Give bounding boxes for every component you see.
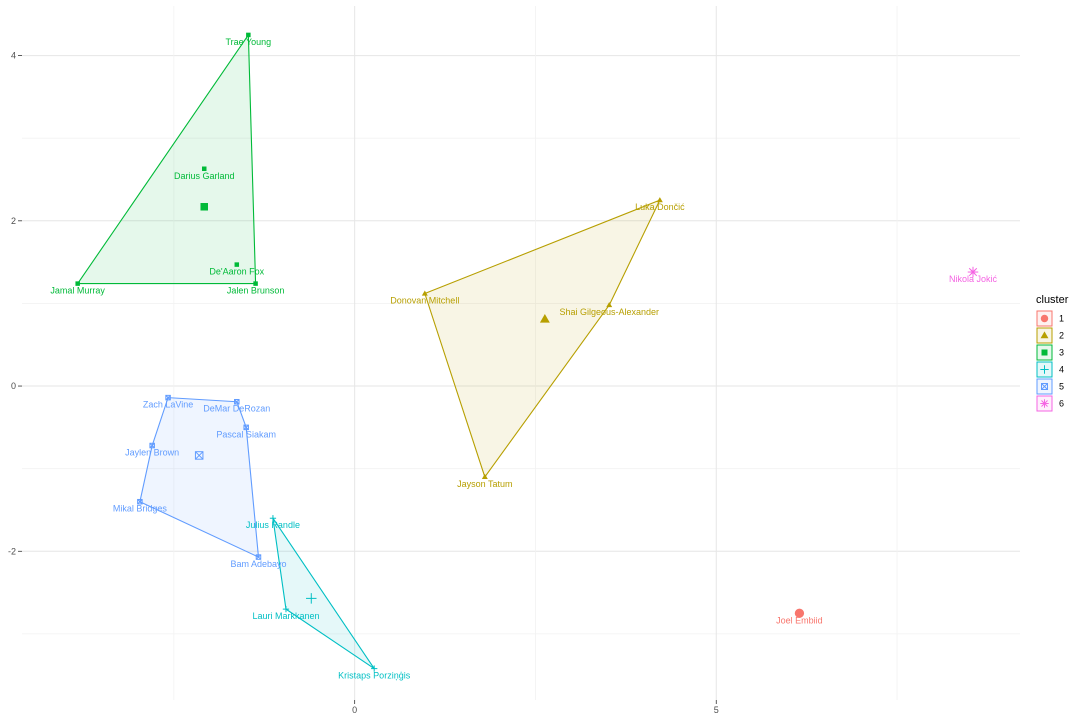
y-tick-label: 4 <box>11 51 16 61</box>
point-lauri-markkanen <box>282 605 290 613</box>
point-demar-derozan <box>234 398 240 405</box>
point-label-demar-derozan: DeMar DeRozan <box>203 404 270 414</box>
point-label-mikal-bridges: Mikal Bridges <box>113 504 168 514</box>
legend-title: cluster <box>1036 294 1069 306</box>
point-label-lauri-markkanen: Lauri Markkanen <box>252 611 319 621</box>
legend-label-1: 1 <box>1059 314 1064 324</box>
point-mikal-bridges <box>137 498 143 505</box>
point-label-zach-lavine: Zach LaVine <box>143 400 193 410</box>
legend-label-5: 5 <box>1059 382 1064 392</box>
cluster-4-centroid <box>306 593 317 604</box>
point-label-darius-garland: Darius Garland <box>174 171 235 181</box>
y-tick-label: 2 <box>11 216 16 226</box>
point-jaylen-brown <box>149 442 155 449</box>
cluster-4-hull <box>272 517 375 670</box>
legend-symbol-4 <box>1040 365 1049 374</box>
legend-symbol-3 <box>1041 349 1048 356</box>
cluster-6-centroid <box>967 266 979 278</box>
x-tick-label: 0 <box>352 705 357 715</box>
x-tick-label: 5 <box>714 705 719 715</box>
point-label-donovan-mitchell: Donovan Mitchell <box>390 296 459 306</box>
cluster-1-centroid <box>794 608 805 618</box>
point-julius-randle <box>269 515 277 522</box>
point-label-kristaps-porzingis: Kristaps Porziņģis <box>338 671 411 681</box>
legend-symbol-5 <box>1041 383 1048 390</box>
point-label-bam-adebayo: Bam Adebayo <box>230 559 286 569</box>
point-shai-gilgeous-alexander <box>606 302 613 308</box>
point-label-trae-young: Trae Young <box>225 37 271 47</box>
point-label-shai-gilgeous-alexander: Shai Gilgeous-Alexander <box>559 307 659 317</box>
point-bam-adebayo <box>255 554 262 560</box>
legend-symbol-6 <box>1040 399 1049 408</box>
point-darius-garland <box>201 166 207 172</box>
cluster-2-centroid <box>539 314 550 323</box>
point-label-de-aaron-fox: De'Aaron Fox <box>209 267 264 277</box>
point-pascal-siakam <box>243 424 249 431</box>
point-zach-lavine <box>165 394 171 401</box>
point-label-jayson-tatum: Jayson Tatum <box>457 479 512 489</box>
cluster-5-centroid <box>194 451 204 460</box>
cluster-2-hull <box>424 199 661 478</box>
point-luka-doncic <box>656 197 663 203</box>
legend-label-3: 3 <box>1059 348 1064 358</box>
hull-layer <box>77 34 661 670</box>
legend-symbol-1 <box>1040 314 1049 323</box>
y-tick-label: 0 <box>11 381 16 391</box>
cluster-3-hull <box>77 34 257 285</box>
legend-label-2: 2 <box>1059 331 1064 341</box>
point-label-nikola-jokic: Nikola Jokić <box>949 274 998 284</box>
grid-layer <box>22 6 1020 700</box>
point-jalen-brunson <box>253 281 258 286</box>
point-jayson-tatum <box>481 473 488 480</box>
point-de-aaron-fox <box>234 262 240 267</box>
centroid-layer <box>194 203 979 618</box>
point-donovan-mitchell <box>421 290 428 296</box>
cluster-3-centroid <box>200 203 208 211</box>
legend-symbol-2 <box>1040 331 1049 339</box>
cluster-5-hull <box>139 397 260 558</box>
legend-label-4: 4 <box>1059 365 1064 375</box>
point-jamal-murray <box>75 281 80 286</box>
point-label-jamal-murray: Jamal Murray <box>50 286 105 296</box>
axis-layer: -2 0 2 4 0 5 <box>8 51 719 715</box>
point-label-luka-doncic: Luka Dončić <box>635 202 685 212</box>
point-label-pascal-siakam: Pascal Siakam <box>216 429 276 439</box>
point-trae-young <box>246 32 251 38</box>
label-layer: Joel Embiid Luka Dončić Donovan Mitchell Sh… <box>50 37 997 681</box>
point-label-julius-randle: Julius Randle <box>246 520 300 530</box>
legend: cluster 1 2 3 4 5 6 <box>1036 294 1069 412</box>
point-label-jalen-brunson: Jalen Brunson <box>227 286 285 296</box>
point-label-jaylen-brown: Jaylen Brown <box>125 448 179 458</box>
legend-label-6: 6 <box>1059 399 1064 409</box>
y-tick-label: -2 <box>8 546 16 556</box>
point-label-joel-embiid: Joel Embiid <box>776 615 823 625</box>
point-kristaps-porzingis <box>371 665 378 672</box>
